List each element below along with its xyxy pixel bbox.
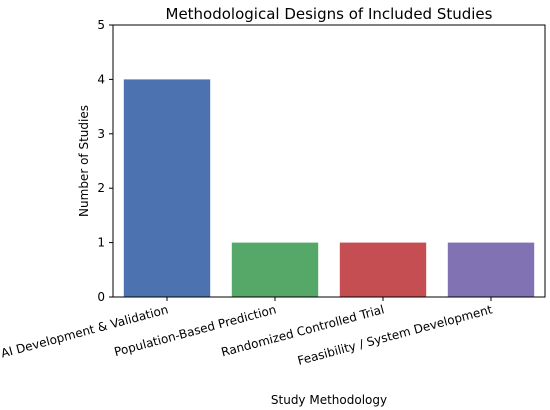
chart-title: Methodological Designs of Included Studi… — [166, 5, 493, 23]
y-tick-label-2: 2 — [97, 181, 105, 195]
y-axis-label: Number of Studies — [77, 105, 91, 217]
bar-1 — [123, 79, 211, 298]
x-axis-label: Study Methodology — [271, 393, 387, 407]
y-tick-label-5: 5 — [97, 18, 105, 32]
bar-3 — [339, 242, 427, 297]
bar-2 — [231, 242, 319, 297]
plot-area — [123, 79, 535, 298]
plot-frame — [112, 24, 546, 298]
y-tick-label-3: 3 — [97, 127, 105, 141]
y-tick-label-4: 4 — [97, 72, 105, 86]
y-tick-label-0: 0 — [97, 290, 105, 304]
bar-4 — [447, 242, 535, 297]
y-tick-label-1: 1 — [97, 236, 105, 250]
x-tick-label-1: AI Development & Validation — [0, 302, 170, 360]
x-axis: AI Development & ValidationPopulation-Ba… — [0, 297, 494, 368]
y-axis: 0 1 2 3 4 5 — [97, 18, 113, 304]
x-tick-label-4: Feasibility / System Development — [296, 302, 494, 368]
